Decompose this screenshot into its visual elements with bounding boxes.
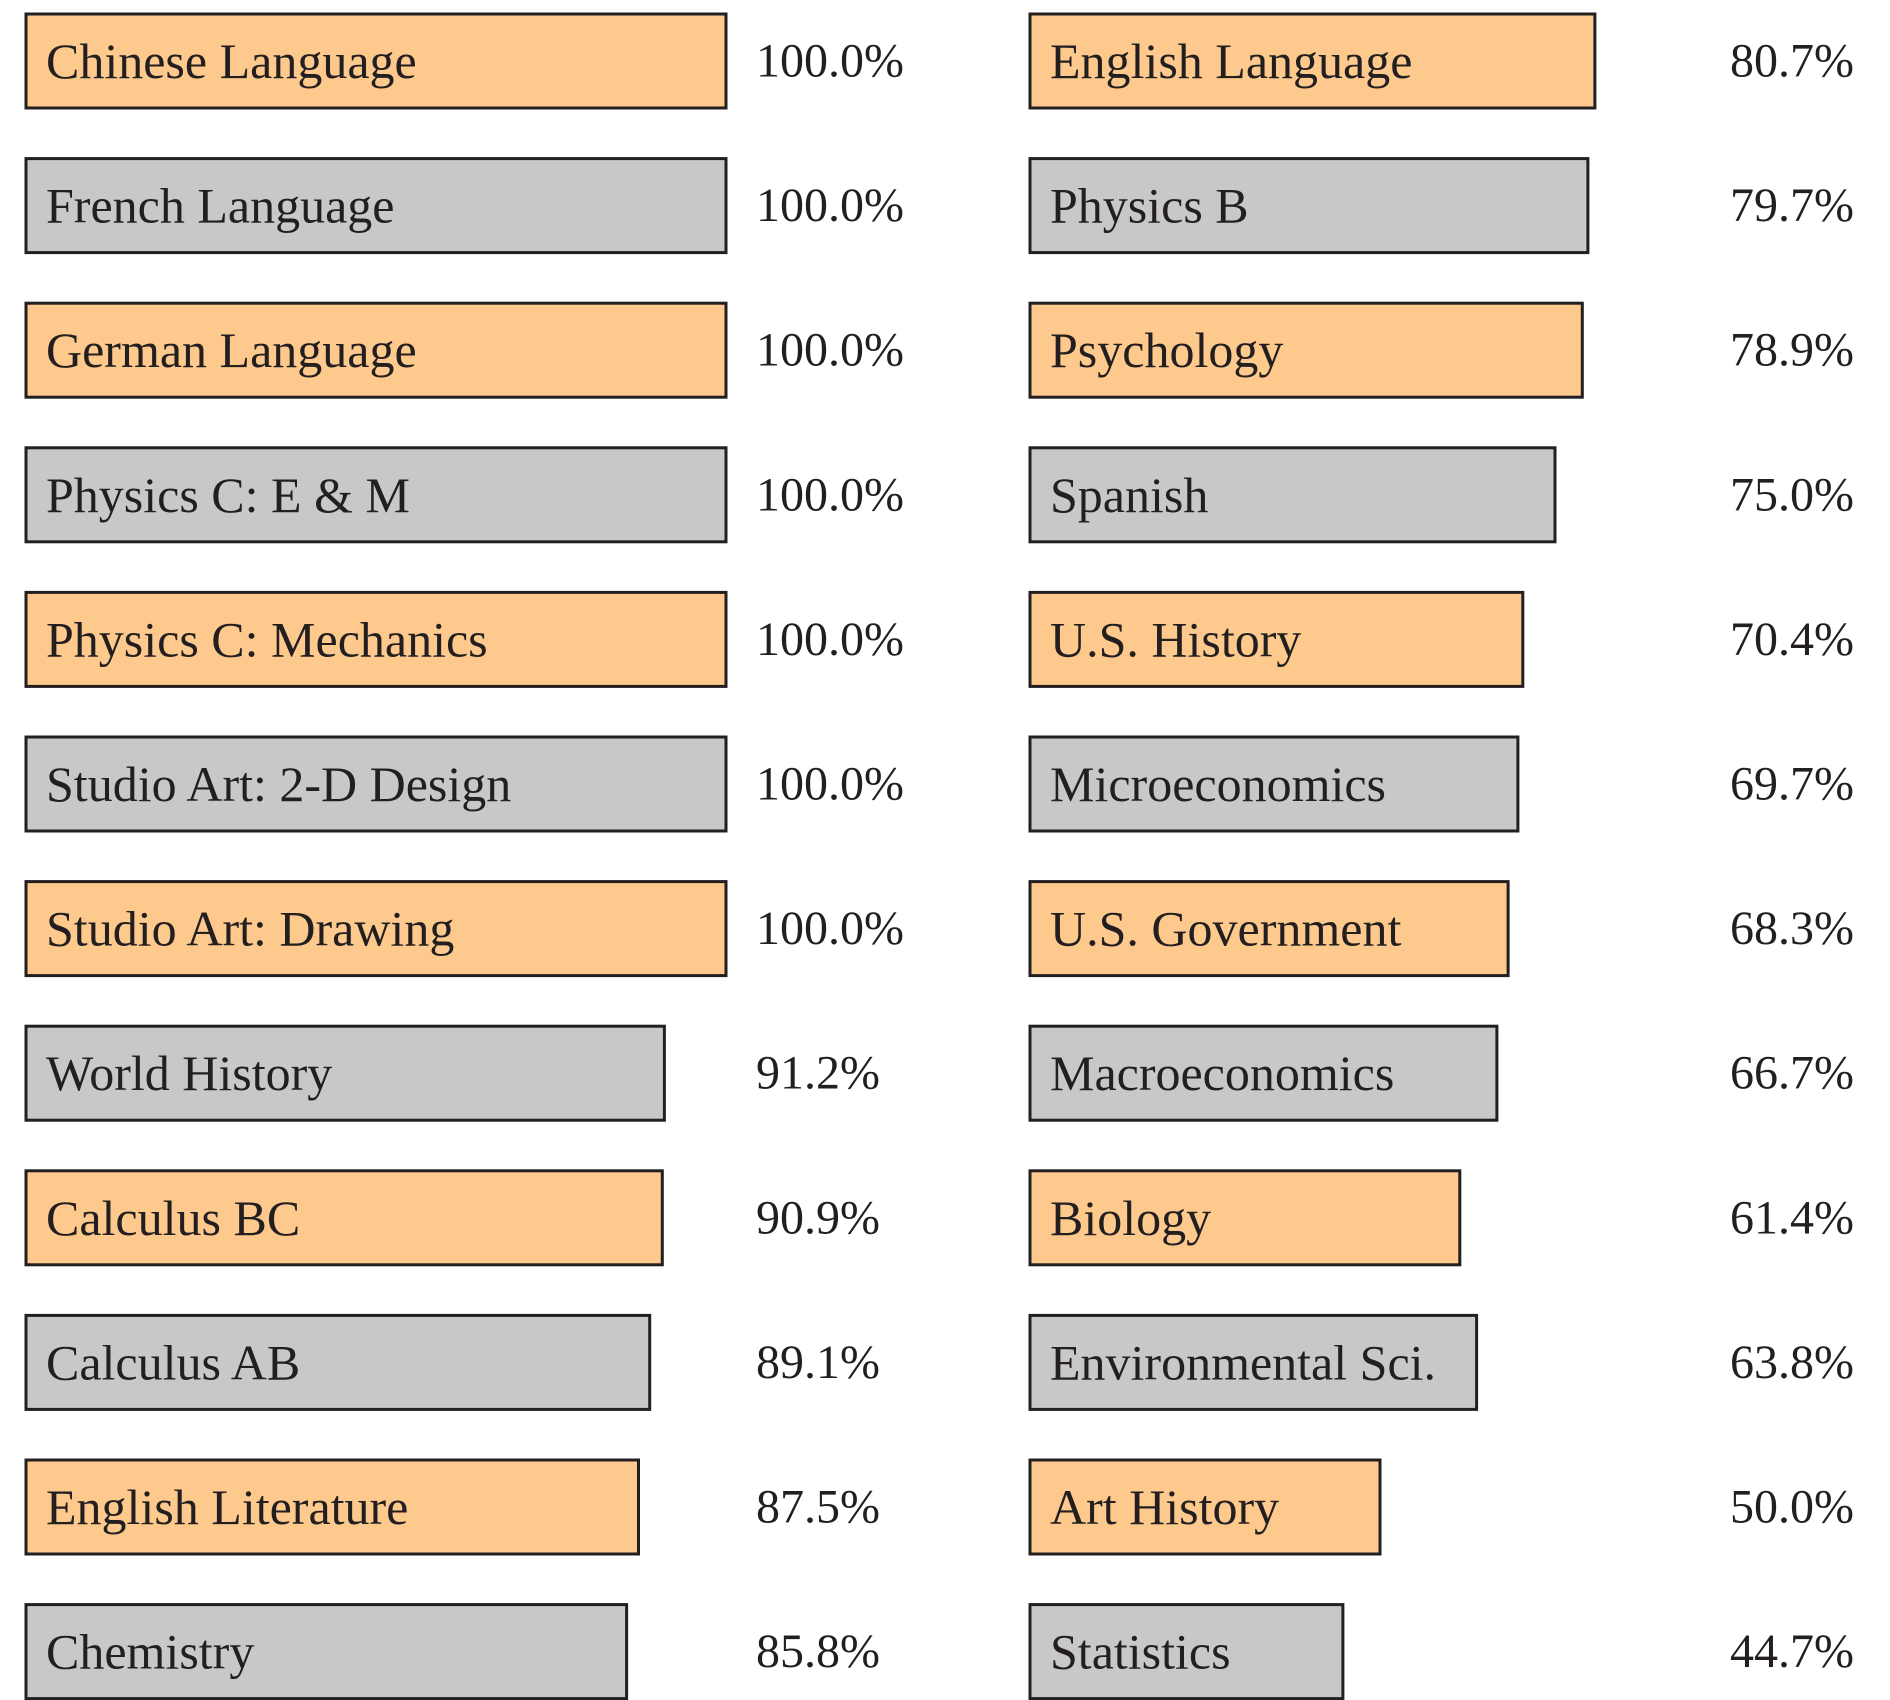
bar-label: Statistics — [1050, 1624, 1231, 1680]
bar-label: U.S. History — [1050, 611, 1301, 667]
value-label: 100.0% — [756, 35, 904, 88]
bar — [24, 1024, 666, 1122]
value-label: 100.0% — [756, 758, 904, 811]
bar-label: Physics C: Mechanics — [46, 611, 488, 667]
bar — [24, 301, 728, 399]
value-label: 61.4% — [1730, 1191, 1854, 1244]
value-label: 100.0% — [756, 179, 904, 232]
bar-label: Microeconomics — [1050, 756, 1386, 812]
value-label: 75.0% — [1730, 468, 1854, 521]
value-label: 63.8% — [1730, 1336, 1854, 1389]
bar — [24, 1458, 640, 1556]
bar-label: English Language — [1050, 33, 1412, 89]
bar — [1028, 590, 1525, 688]
bar-label: Spanish — [1050, 467, 1208, 523]
bar-label: Calculus BC — [46, 1190, 300, 1246]
bar-label: Chinese Language — [46, 33, 417, 89]
bar-label: Studio Art: 2-D Design — [46, 756, 511, 812]
bar-column-1: Chinese Language 100.0% French Language 100… — [24, 12, 904, 1700]
bar — [1028, 1169, 1462, 1267]
value-label: 100.0% — [756, 468, 904, 521]
bar — [24, 157, 728, 255]
bar-label: Environmental Sci. — [1050, 1334, 1436, 1390]
value-label: 89.1% — [756, 1336, 880, 1389]
bar — [24, 1603, 629, 1700]
bar — [24, 1169, 664, 1267]
value-label: 79.7% — [1730, 179, 1854, 232]
bar-label: U.S. Government — [1050, 901, 1401, 957]
bar-label: Biology — [1050, 1190, 1211, 1246]
value-label: 68.3% — [1730, 902, 1854, 955]
value-label: 80.7% — [1730, 35, 1854, 88]
bar — [24, 735, 728, 833]
bar-label: Physics C: E & M — [46, 467, 410, 523]
bar-label: Art History — [1050, 1479, 1279, 1535]
value-label: 85.8% — [756, 1625, 880, 1678]
bar-label: Chemistry — [46, 1624, 254, 1680]
value-label: 91.2% — [756, 1047, 880, 1100]
bar-label: French Language — [46, 178, 394, 234]
value-label: 100.0% — [756, 324, 904, 377]
bar — [1028, 735, 1520, 833]
value-label: 44.7% — [1730, 1625, 1854, 1678]
value-label: 78.9% — [1730, 324, 1854, 377]
value-label: 70.4% — [1730, 613, 1854, 666]
bar — [1028, 1024, 1499, 1122]
bar-column-2: English Language 80.7% Physics B 79.7% Psych… — [1028, 12, 1854, 1700]
bar — [1028, 446, 1557, 544]
bar-label: English Literature — [46, 1479, 408, 1535]
bar-label: Physics B — [1050, 178, 1249, 234]
value-label: 50.0% — [1730, 1481, 1854, 1534]
bar-label: Studio Art: Drawing — [46, 901, 454, 957]
value-label: 100.0% — [756, 902, 904, 955]
value-label: 100.0% — [756, 613, 904, 666]
bar-label: Calculus AB — [46, 1334, 300, 1390]
bar-label: Macroeconomics — [1050, 1045, 1394, 1101]
bar — [1028, 1458, 1382, 1556]
bar-label: Psychology — [1050, 322, 1283, 378]
bar — [24, 12, 728, 110]
value-label: 87.5% — [756, 1481, 880, 1534]
bar-label: World History — [46, 1045, 332, 1101]
bar — [1028, 880, 1510, 978]
value-label: 90.9% — [756, 1191, 880, 1244]
bar — [1028, 12, 1597, 110]
bar — [1028, 1603, 1345, 1700]
bar — [24, 880, 728, 978]
bar — [24, 446, 728, 544]
value-label: 69.7% — [1730, 758, 1854, 811]
bar — [24, 1313, 652, 1411]
bar — [1028, 301, 1584, 399]
bar — [1028, 157, 1590, 255]
bar-label: German Language — [46, 322, 417, 378]
bar — [24, 590, 728, 688]
bar — [1028, 1313, 1479, 1411]
value-label: 66.7% — [1730, 1047, 1854, 1100]
